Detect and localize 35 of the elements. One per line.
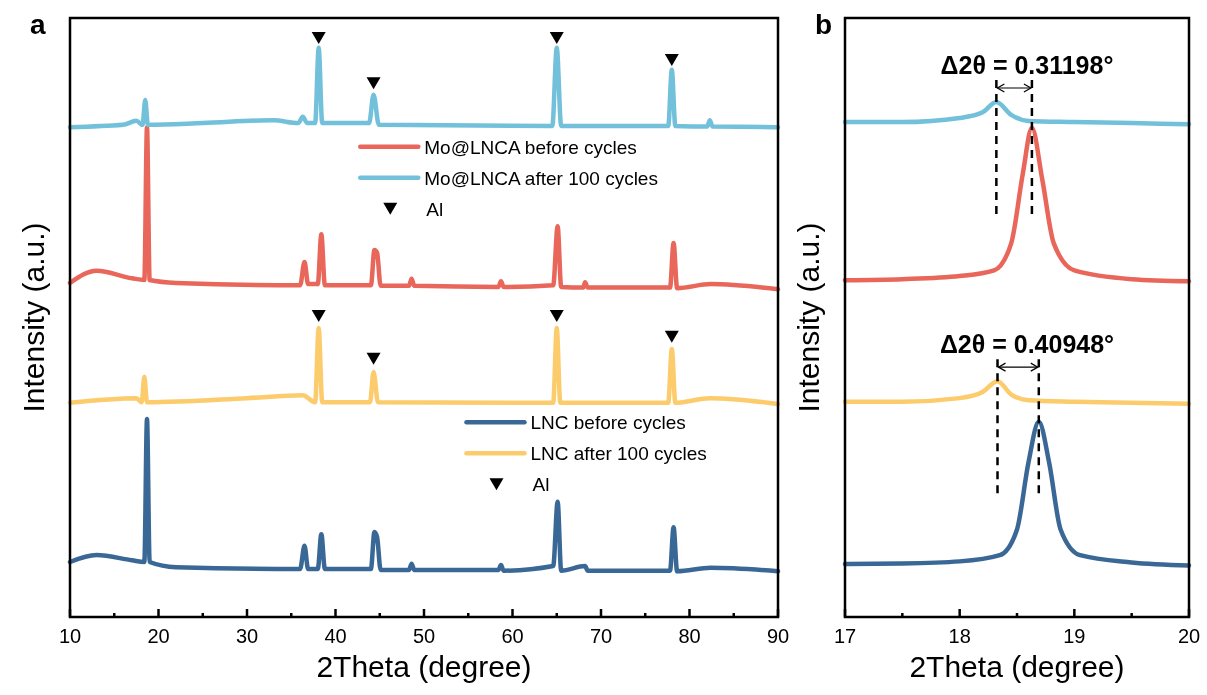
text: Δ2θ = 0.31198° [940, 51, 1114, 79]
x-tick-label: 30 [235, 625, 259, 647]
x-tick-label: 20 [1177, 625, 1201, 647]
point [549, 32, 564, 44]
x-tick-label: 90 [766, 625, 790, 647]
x-tick-label: 19 [1063, 625, 1086, 647]
x-axis-title: 2Theta (degree) [316, 650, 532, 683]
legend-label: Al [426, 198, 444, 220]
point [366, 352, 381, 365]
x-tick-label: 40 [324, 625, 347, 647]
x-tick-label: 60 [501, 625, 524, 647]
chart-title: a [30, 9, 46, 40]
point [549, 309, 564, 322]
y-axis-title: Intensity (a.u.) [792, 222, 825, 413]
x-tick-label: 80 [678, 625, 701, 647]
point [311, 32, 326, 44]
x-tick-label: 18 [948, 625, 971, 647]
chart-title: b [815, 9, 833, 40]
x-axis-title: 2Theta (degree) [909, 650, 1125, 683]
point [311, 309, 326, 322]
y-axis-title: Intensity (a.u.) [17, 222, 50, 413]
legend-label: LNC after 100 cycles [530, 443, 707, 465]
x-tick-label: 50 [412, 625, 436, 647]
point [664, 330, 679, 343]
x-tick-label: 10 [58, 625, 82, 647]
x-tick-label: 20 [147, 625, 170, 647]
legend-label: Mo@LNCA before cycles [424, 136, 637, 158]
point [366, 77, 381, 90]
annotation: Δ2θ = 0.40948° [939, 330, 1115, 359]
legend-label: Mo@LNCA after 100 cycles [424, 167, 658, 189]
legend-label: Al [532, 474, 550, 496]
legend-label: LNC before cycles [530, 412, 686, 434]
x-tick-label: 17 [833, 625, 857, 647]
point [664, 54, 679, 66]
x-tick-label: 70 [589, 625, 613, 647]
